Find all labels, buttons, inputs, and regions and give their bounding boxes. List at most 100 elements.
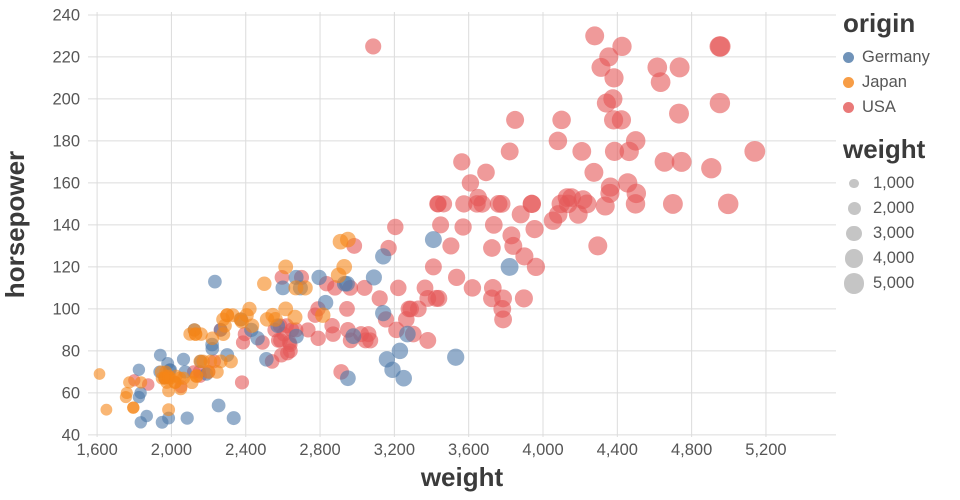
point-usa: [585, 26, 605, 46]
point-germany: [180, 411, 194, 425]
point-usa: [468, 195, 486, 213]
point-usa: [557, 188, 577, 207]
point-japan: [123, 376, 136, 389]
size-swatch: [843, 273, 865, 294]
y-tick-label: 220: [52, 48, 80, 66]
point-usa: [709, 36, 730, 57]
legend-item-japan: Japan: [843, 70, 959, 95]
point-usa: [552, 110, 571, 130]
color-swatch-japan: [843, 77, 854, 88]
legend-item-label: Japan: [862, 73, 907, 91]
legend-size-items: 1,000 2,000 3,000 4,000 5,000: [843, 171, 959, 296]
point-germany: [317, 294, 334, 311]
point-usa: [584, 162, 604, 182]
point-japan: [268, 312, 283, 327]
point-usa: [506, 110, 525, 129]
x-tick-label: 3,200: [374, 441, 415, 459]
point-japan: [205, 331, 220, 346]
point-japan: [297, 280, 313, 296]
point-usa: [654, 152, 675, 172]
point-japan: [210, 365, 224, 379]
point-usa: [324, 317, 340, 334]
point-germany: [288, 328, 304, 344]
point-usa: [494, 310, 513, 329]
point-usa: [398, 311, 415, 328]
point-germany: [365, 269, 382, 286]
point-germany: [447, 348, 465, 366]
legend: origin Germany Japan USA weight 1,000 2,000…: [843, 4, 959, 296]
x-tick-label: 4,000: [522, 441, 563, 459]
point-usa: [647, 57, 668, 78]
point-japan: [217, 318, 232, 333]
point-usa: [625, 194, 646, 214]
point-germany: [391, 342, 409, 360]
legend-item-germany: Germany: [843, 45, 959, 70]
legend-size-label: 3,000: [873, 224, 915, 242]
point-usa: [300, 322, 316, 338]
legend-size-label: 4,000: [873, 249, 915, 267]
point-japan: [174, 382, 188, 396]
y-tick-label: 240: [52, 6, 80, 24]
point-usa: [548, 131, 568, 151]
point-japan: [162, 403, 176, 417]
point-japan: [127, 401, 140, 414]
point-germany: [395, 369, 412, 387]
legend-size-title: weight: [843, 134, 926, 164]
point-usa: [650, 72, 671, 92]
point-usa: [543, 211, 563, 230]
point-japan: [287, 309, 303, 325]
point-germany: [275, 280, 291, 296]
point-japan: [93, 368, 106, 380]
point-usa: [463, 279, 482, 297]
point-germany: [140, 409, 153, 423]
y-tick-label: 80: [62, 342, 80, 360]
point-usa: [387, 218, 404, 236]
point-usa: [504, 236, 523, 255]
point-usa: [671, 151, 692, 172]
y-axis-title: horsepower: [0, 151, 30, 298]
point-usa: [500, 142, 519, 161]
point-usa: [453, 153, 471, 171]
point-usa: [591, 57, 611, 77]
point-usa: [669, 103, 689, 124]
point-usa: [669, 57, 690, 78]
point-usa: [339, 301, 355, 317]
y-tick-label: 100: [52, 300, 80, 318]
point-usa: [618, 173, 638, 193]
point-usa: [717, 193, 739, 215]
point-germany: [375, 248, 392, 265]
size-swatch: [849, 178, 859, 189]
legend-origin-title: origin: [843, 8, 916, 38]
point-usa: [511, 205, 530, 224]
point-germany: [384, 361, 401, 378]
point-usa: [484, 216, 503, 234]
size-swatch: [847, 202, 861, 215]
point-usa: [234, 375, 250, 390]
point-usa: [568, 205, 588, 224]
point-usa: [390, 279, 407, 297]
legend-size-label: 5,000: [873, 274, 915, 292]
point-usa: [573, 190, 593, 210]
point-usa: [612, 36, 632, 57]
point-usa: [371, 290, 388, 307]
point-usa: [435, 195, 453, 213]
x-axis-title: weight: [420, 462, 504, 492]
point-japan: [336, 259, 353, 275]
legend-size-item-2000: 2,000: [843, 196, 959, 221]
y-tick-label: 160: [52, 174, 80, 192]
point-japan: [278, 259, 294, 275]
legend-size-item-5000: 5,000: [843, 271, 959, 296]
point-germany: [153, 348, 167, 362]
y-tick-label: 200: [52, 90, 80, 108]
y-tick-label: 180: [52, 132, 80, 150]
x-tick-label: 2,400: [225, 441, 266, 459]
x-tick-label: 4,400: [597, 441, 638, 459]
legend-size-label: 1,000: [873, 174, 915, 192]
point-usa: [492, 194, 511, 213]
point-usa: [525, 219, 544, 239]
point-usa: [461, 174, 480, 192]
point-germany: [399, 325, 416, 343]
color-swatch-germany: [843, 52, 854, 63]
